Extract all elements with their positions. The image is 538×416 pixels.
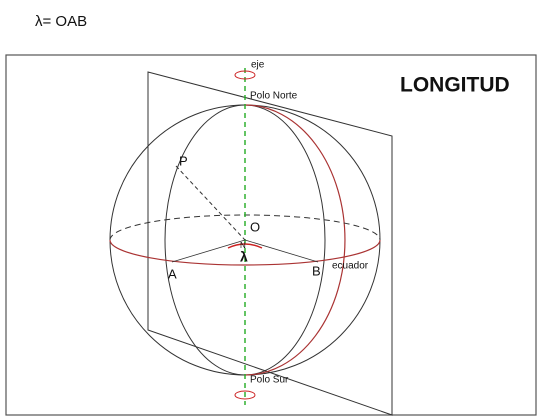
south-pole-label: Polo Sur [250,375,289,386]
radius-a [171,239,246,263]
angle-label: λ [240,249,248,265]
north-pole-label: Polo Norte [250,91,298,102]
diagram-title: LONGITUD [400,74,510,97]
angle-arc [227,243,263,249]
radius-b [244,239,319,263]
formula: λ= OAB [35,13,87,30]
meridian-arc [244,104,346,376]
frame [5,54,537,416]
equator-label: ecuador [332,261,369,272]
point-p-label: P [179,153,188,168]
equator-front [109,239,381,266]
point-b-label: B [312,263,321,278]
meridian-plane [147,71,393,416]
rotation-arrow [234,70,256,80]
point-a-label: A [168,266,177,281]
axis-label: eje [251,60,265,71]
angle-marker: N [240,241,246,250]
equator-back [109,214,381,241]
rotation-arrow [234,390,256,400]
origin-label: O [250,219,260,234]
radius [175,165,246,241]
